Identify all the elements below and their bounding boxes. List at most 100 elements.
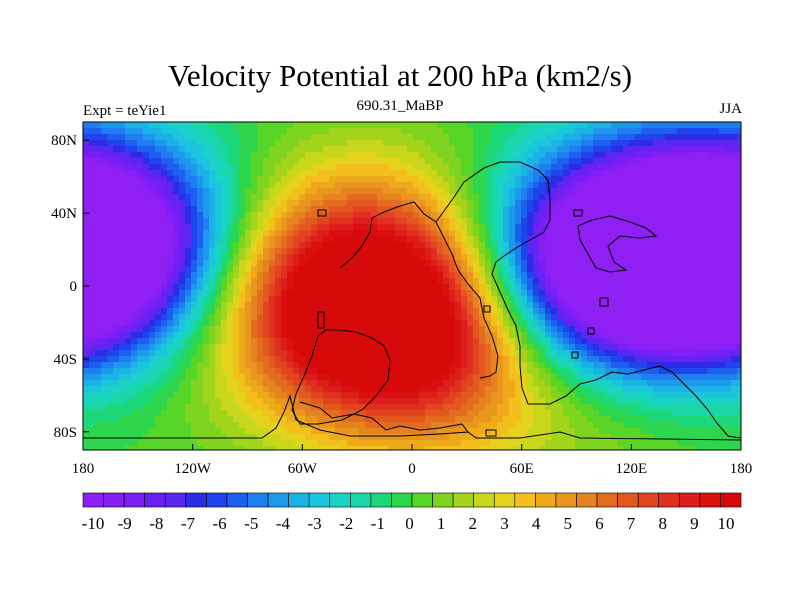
- field-cell: [557, 254, 564, 261]
- field-cell: [203, 350, 210, 357]
- field-cell: [251, 200, 258, 207]
- field-cell: [137, 194, 144, 201]
- field-cell: [737, 302, 741, 309]
- field-cell: [167, 122, 174, 129]
- field-cell: [707, 278, 714, 285]
- field-cell: [371, 236, 378, 243]
- field-cell: [239, 350, 246, 357]
- field-cell: [647, 170, 654, 177]
- field-cell: [599, 224, 606, 231]
- field-cell: [149, 290, 156, 297]
- field-cell: [665, 302, 672, 309]
- field-cell: [635, 194, 642, 201]
- field-cell: [245, 308, 252, 315]
- field-cell: [539, 164, 546, 171]
- field-cell: [635, 122, 642, 129]
- field-cell: [383, 320, 390, 327]
- field-cell: [323, 386, 330, 393]
- field-cell: [509, 206, 516, 213]
- field-cell: [185, 290, 192, 297]
- field-cell: [503, 356, 510, 363]
- field-cell: [323, 248, 330, 255]
- field-cell: [431, 182, 438, 189]
- field-cell: [149, 374, 156, 381]
- field-cell: [263, 170, 270, 177]
- field-cell: [683, 338, 690, 345]
- field-cell: [641, 314, 648, 321]
- field-cell: [113, 242, 120, 249]
- field-cell: [185, 122, 192, 129]
- field-cell: [425, 158, 432, 165]
- field-cell: [425, 164, 432, 171]
- field-cell: [95, 266, 102, 273]
- field-cell: [335, 362, 342, 369]
- field-cell: [473, 254, 480, 261]
- field-cell: [137, 272, 144, 279]
- field-cell: [281, 128, 288, 135]
- field-cell: [497, 308, 504, 315]
- field-cell: [137, 266, 144, 273]
- field-cell: [269, 152, 276, 159]
- field-cell: [713, 248, 720, 255]
- field-cell: [611, 218, 618, 225]
- field-cell: [671, 248, 678, 255]
- field-cell: [341, 344, 348, 351]
- field-cell: [383, 242, 390, 249]
- field-cell: [491, 164, 498, 171]
- field-cell: [209, 164, 216, 171]
- field-cell: [617, 266, 624, 273]
- field-cell: [731, 194, 738, 201]
- field-cell: [623, 182, 630, 189]
- field-cell: [191, 170, 198, 177]
- field-cell: [623, 326, 630, 333]
- field-cell: [467, 140, 474, 147]
- field-cell: [341, 242, 348, 249]
- field-cell: [479, 386, 486, 393]
- field-cell: [401, 182, 408, 189]
- field-cell: [311, 374, 318, 381]
- field-cell: [143, 224, 150, 231]
- field-cell: [461, 338, 468, 345]
- field-cell: [305, 224, 312, 231]
- field-cell: [521, 332, 528, 339]
- field-cell: [83, 164, 90, 171]
- field-cell: [725, 230, 732, 237]
- field-cell: [731, 176, 738, 183]
- field-cell: [551, 368, 558, 375]
- field-cell: [587, 194, 594, 201]
- field-cell: [671, 140, 678, 147]
- field-cell: [83, 302, 90, 309]
- field-cell: [269, 206, 276, 213]
- field-cell: [227, 320, 234, 327]
- field-cell: [737, 344, 741, 351]
- field-cell: [95, 182, 102, 189]
- field-cell: [395, 170, 402, 177]
- field-cell: [275, 278, 282, 285]
- field-cell: [557, 224, 564, 231]
- field-cell: [455, 290, 462, 297]
- field-cell: [695, 242, 702, 249]
- field-cell: [527, 278, 534, 285]
- field-cell: [467, 356, 474, 363]
- field-cell: [275, 344, 282, 351]
- field-cell: [551, 194, 558, 201]
- field-cell: [611, 164, 618, 171]
- field-cell: [275, 242, 282, 249]
- field-cell: [107, 134, 114, 141]
- field-cell: [593, 146, 600, 153]
- field-cell: [227, 392, 234, 399]
- field-cell: [155, 266, 162, 273]
- field-cell: [389, 230, 396, 237]
- field-cell: [335, 194, 342, 201]
- field-cell: [305, 188, 312, 195]
- field-cell: [659, 338, 666, 345]
- field-cell: [287, 158, 294, 165]
- field-cell: [659, 140, 666, 147]
- field-cell: [203, 206, 210, 213]
- field-cell: [563, 308, 570, 315]
- field-cell: [101, 260, 108, 267]
- field-cell: [599, 362, 606, 369]
- field-cell: [281, 164, 288, 171]
- field-cell: [635, 326, 642, 333]
- field-cell: [311, 314, 318, 321]
